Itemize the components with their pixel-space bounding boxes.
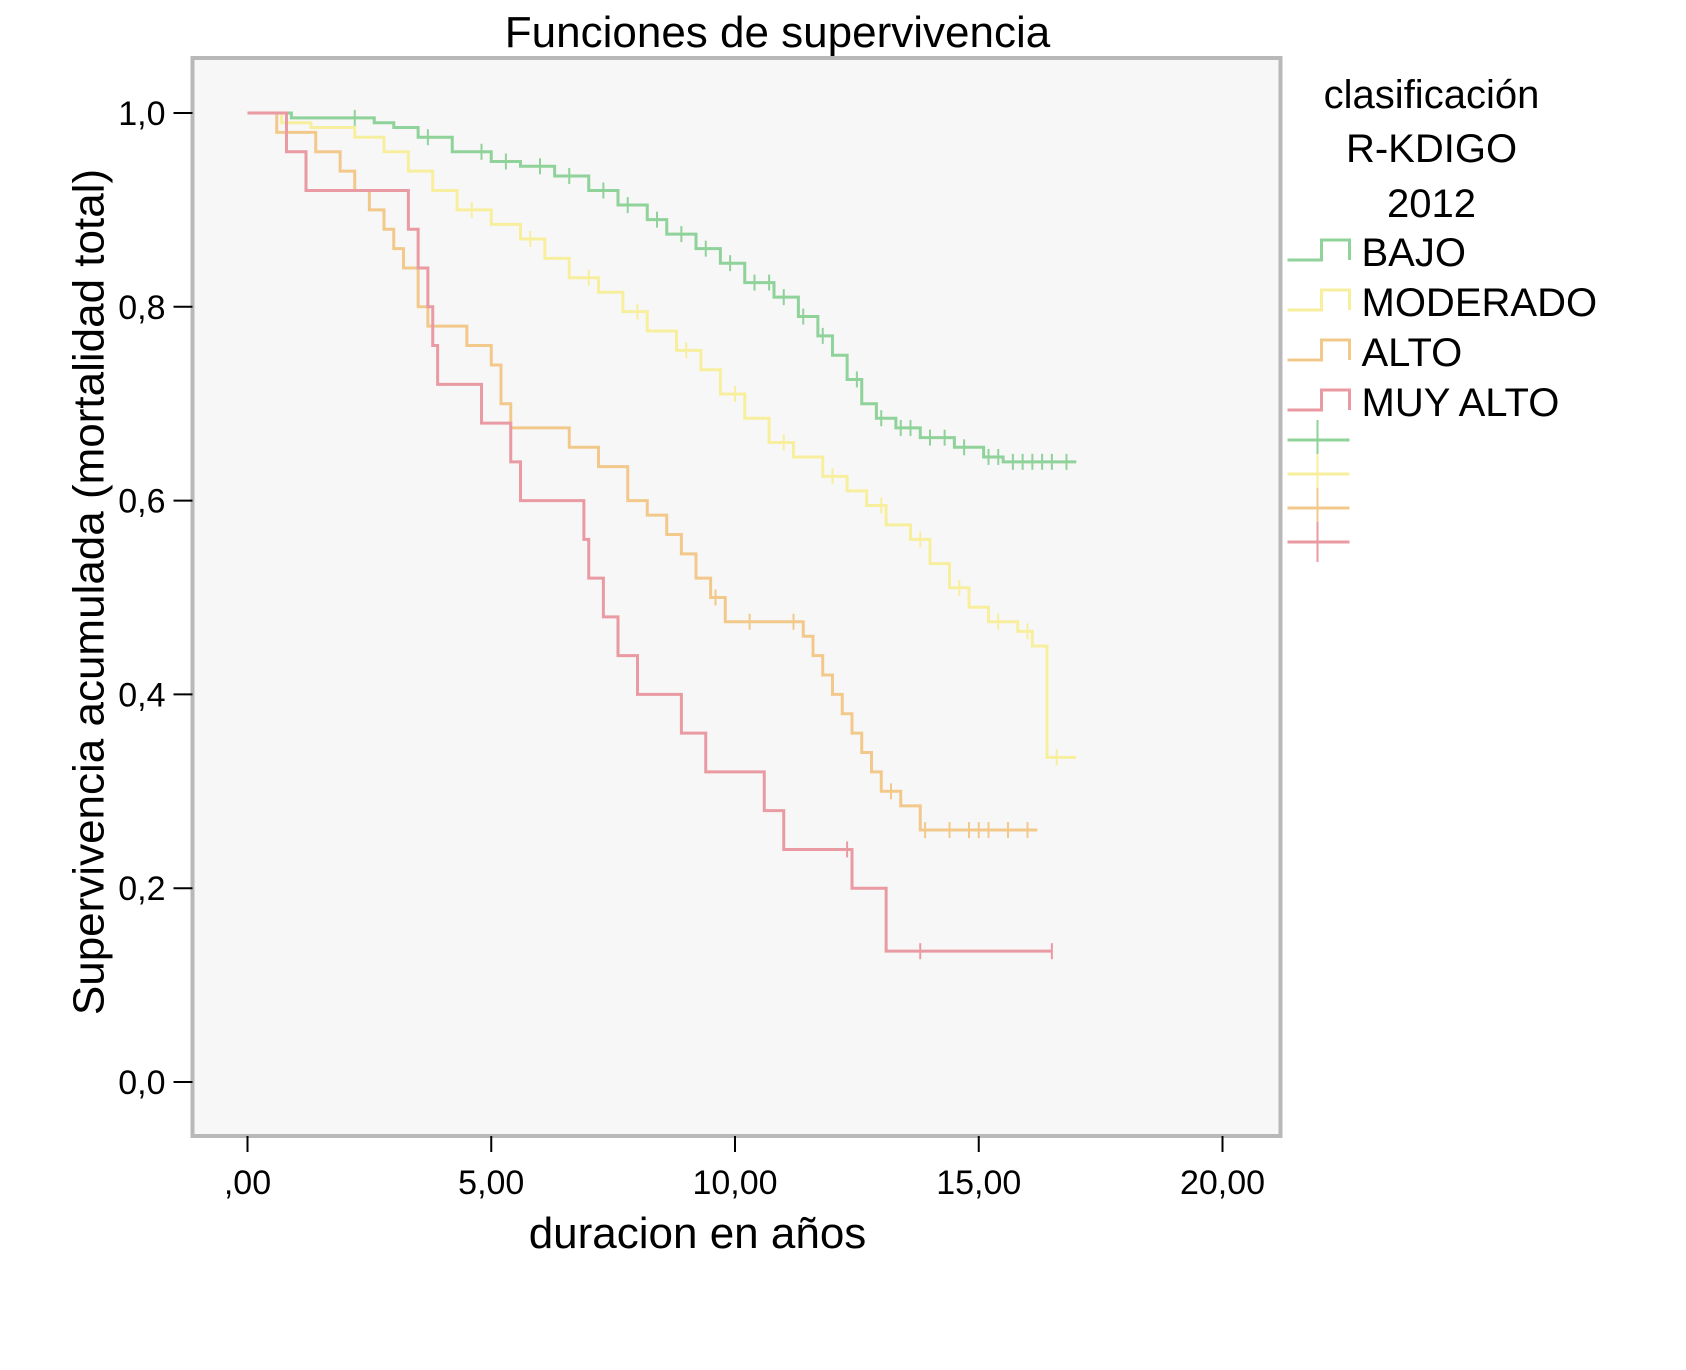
legend-label: BAJO [1362, 231, 1466, 275]
y-tick-label: 0,4 [118, 676, 165, 714]
x-tick-label: 10,00 [692, 1164, 777, 1202]
legend-censor-marker [1287, 420, 1350, 460]
curve-bajo [247, 111, 1077, 464]
series-muy-alto [247, 111, 1053, 960]
legend-censor-marker [1287, 488, 1350, 528]
curve-muy-alto [247, 111, 1052, 953]
legend-label: MODERADO [1362, 281, 1598, 325]
x-tick-label: 15,00 [936, 1164, 1021, 1202]
x-axis: ,00 5,00 10,00 15,00 20,00 [224, 1136, 1265, 1202]
legend-swatch [1287, 238, 1351, 262]
y-axis-label: Supervivencia acumulada (mortalidad tota… [65, 169, 114, 1015]
legend-swatch [1287, 288, 1351, 312]
legend-item-muy-alto: MUY ALTO [1287, 381, 1560, 425]
plot-area [190, 56, 1283, 1138]
chart-title: Funciones de supervivencia [505, 8, 1051, 57]
legend-item-moderado: MODERADO [1287, 281, 1598, 325]
x-tick-label: 20,00 [1180, 1164, 1265, 1202]
legend-item-alto: ALTO [1287, 331, 1463, 375]
series-layer [247, 109, 1077, 960]
y-tick-label: 0,6 [118, 483, 165, 521]
y-tick-label: 0,0 [118, 1064, 165, 1102]
series-moderado [247, 111, 1077, 766]
y-tick-label: 0,8 [118, 289, 165, 327]
y-axis: 0,0 0,2 0,4 0,6 0,8 1,0 [118, 95, 193, 1102]
legend-censor-marker [1287, 454, 1350, 494]
y-tick-label: 0,2 [118, 870, 165, 908]
series-alto [247, 111, 1038, 839]
x-tick-label: 5,00 [458, 1164, 524, 1202]
legend-item-bajo: BAJO [1287, 231, 1466, 275]
curve-moderado [247, 111, 1077, 759]
legend-censor-marker [1287, 522, 1350, 562]
legend-swatch [1287, 338, 1351, 362]
series-bajo [247, 109, 1077, 470]
legend-label: MUY ALTO [1362, 381, 1560, 425]
x-axis-label: duracion en años [529, 1209, 867, 1258]
y-tick-label: 1,0 [118, 95, 165, 133]
legend-swatch [1287, 388, 1351, 412]
legend: clasificación R-KDIGO 2012 BAJO MODERADO ALTO… [1287, 73, 1598, 562]
legend-title: clasificación R-KDIGO 2012 [1324, 73, 1540, 226]
x-tick-label: ,00 [224, 1164, 271, 1202]
legend-label: ALTO [1362, 331, 1463, 375]
curve-alto [247, 111, 1038, 832]
